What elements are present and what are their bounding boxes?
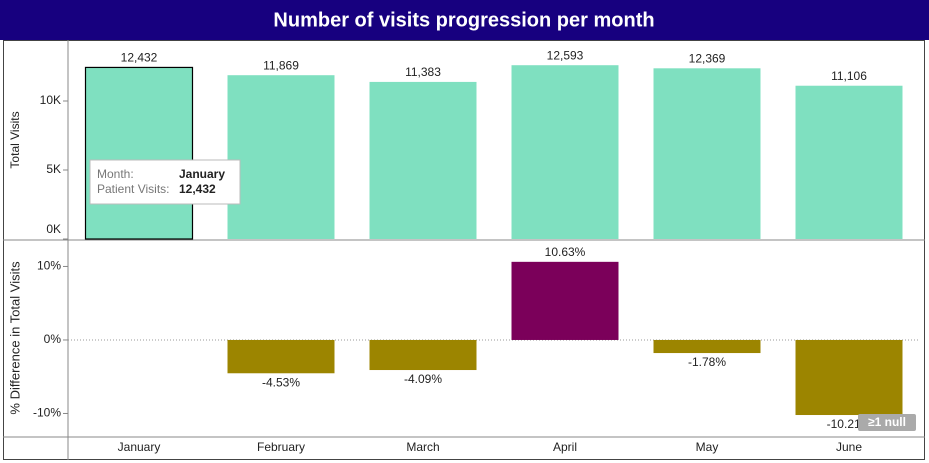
y-tick-label: 10K (40, 93, 61, 107)
value-label: -4.53% (262, 375, 300, 389)
bar (511, 65, 619, 239)
value-label: 11,869 (263, 58, 299, 72)
tooltip-box (89, 159, 241, 205)
y-tick-label: 5K (46, 162, 61, 176)
x-tick-label: January (118, 440, 161, 454)
tooltip: Month: January Patient Visits: 12,432 (89, 159, 241, 205)
value-label: 12,593 (547, 48, 584, 62)
tooltip-value: January (179, 167, 225, 181)
tooltip-label: Month: (97, 167, 134, 181)
null-badge[interactable] (858, 414, 916, 431)
bar (369, 339, 477, 371)
bar (653, 339, 761, 354)
value-label: 12,369 (689, 51, 726, 65)
title-bar (0, 0, 929, 40)
bar (84, 66, 194, 240)
tooltip-label: Patient Visits: (97, 182, 169, 196)
x-tick-label: March (406, 440, 439, 454)
value-label: -4.09% (404, 372, 442, 386)
bar (795, 85, 903, 239)
y-tick-label: -10% (33, 406, 61, 420)
y-tick-label: 0% (44, 332, 62, 346)
y-axis-title: Total Visits (8, 111, 22, 168)
x-tick-label: April (553, 440, 577, 454)
y-tick-label: 0K (46, 222, 61, 236)
bar (511, 261, 619, 340)
value-label: -1.78% (688, 355, 726, 369)
chart-title: Number of visits progression per month (273, 9, 654, 31)
value-label: 11,106 (831, 69, 867, 83)
value-label: 11,383 (405, 65, 441, 79)
y-axis-title: % Difference in Total Visits (7, 261, 22, 415)
bar (795, 339, 903, 416)
tooltip-value: 12,432 (179, 182, 216, 196)
bar (653, 68, 761, 239)
bar (369, 81, 477, 240)
x-tick-label: June (836, 440, 862, 454)
bar (227, 339, 335, 374)
value-label: 12,432 (121, 51, 158, 65)
null-badge-text[interactable]: ≥1 null (868, 415, 906, 429)
x-tick-label: February (257, 440, 305, 454)
bar (227, 75, 335, 240)
x-tick-label: May (696, 440, 719, 454)
value-label: 10.63% (545, 245, 586, 259)
frame (3, 40, 925, 460)
y-tick-label: 10% (37, 259, 61, 273)
